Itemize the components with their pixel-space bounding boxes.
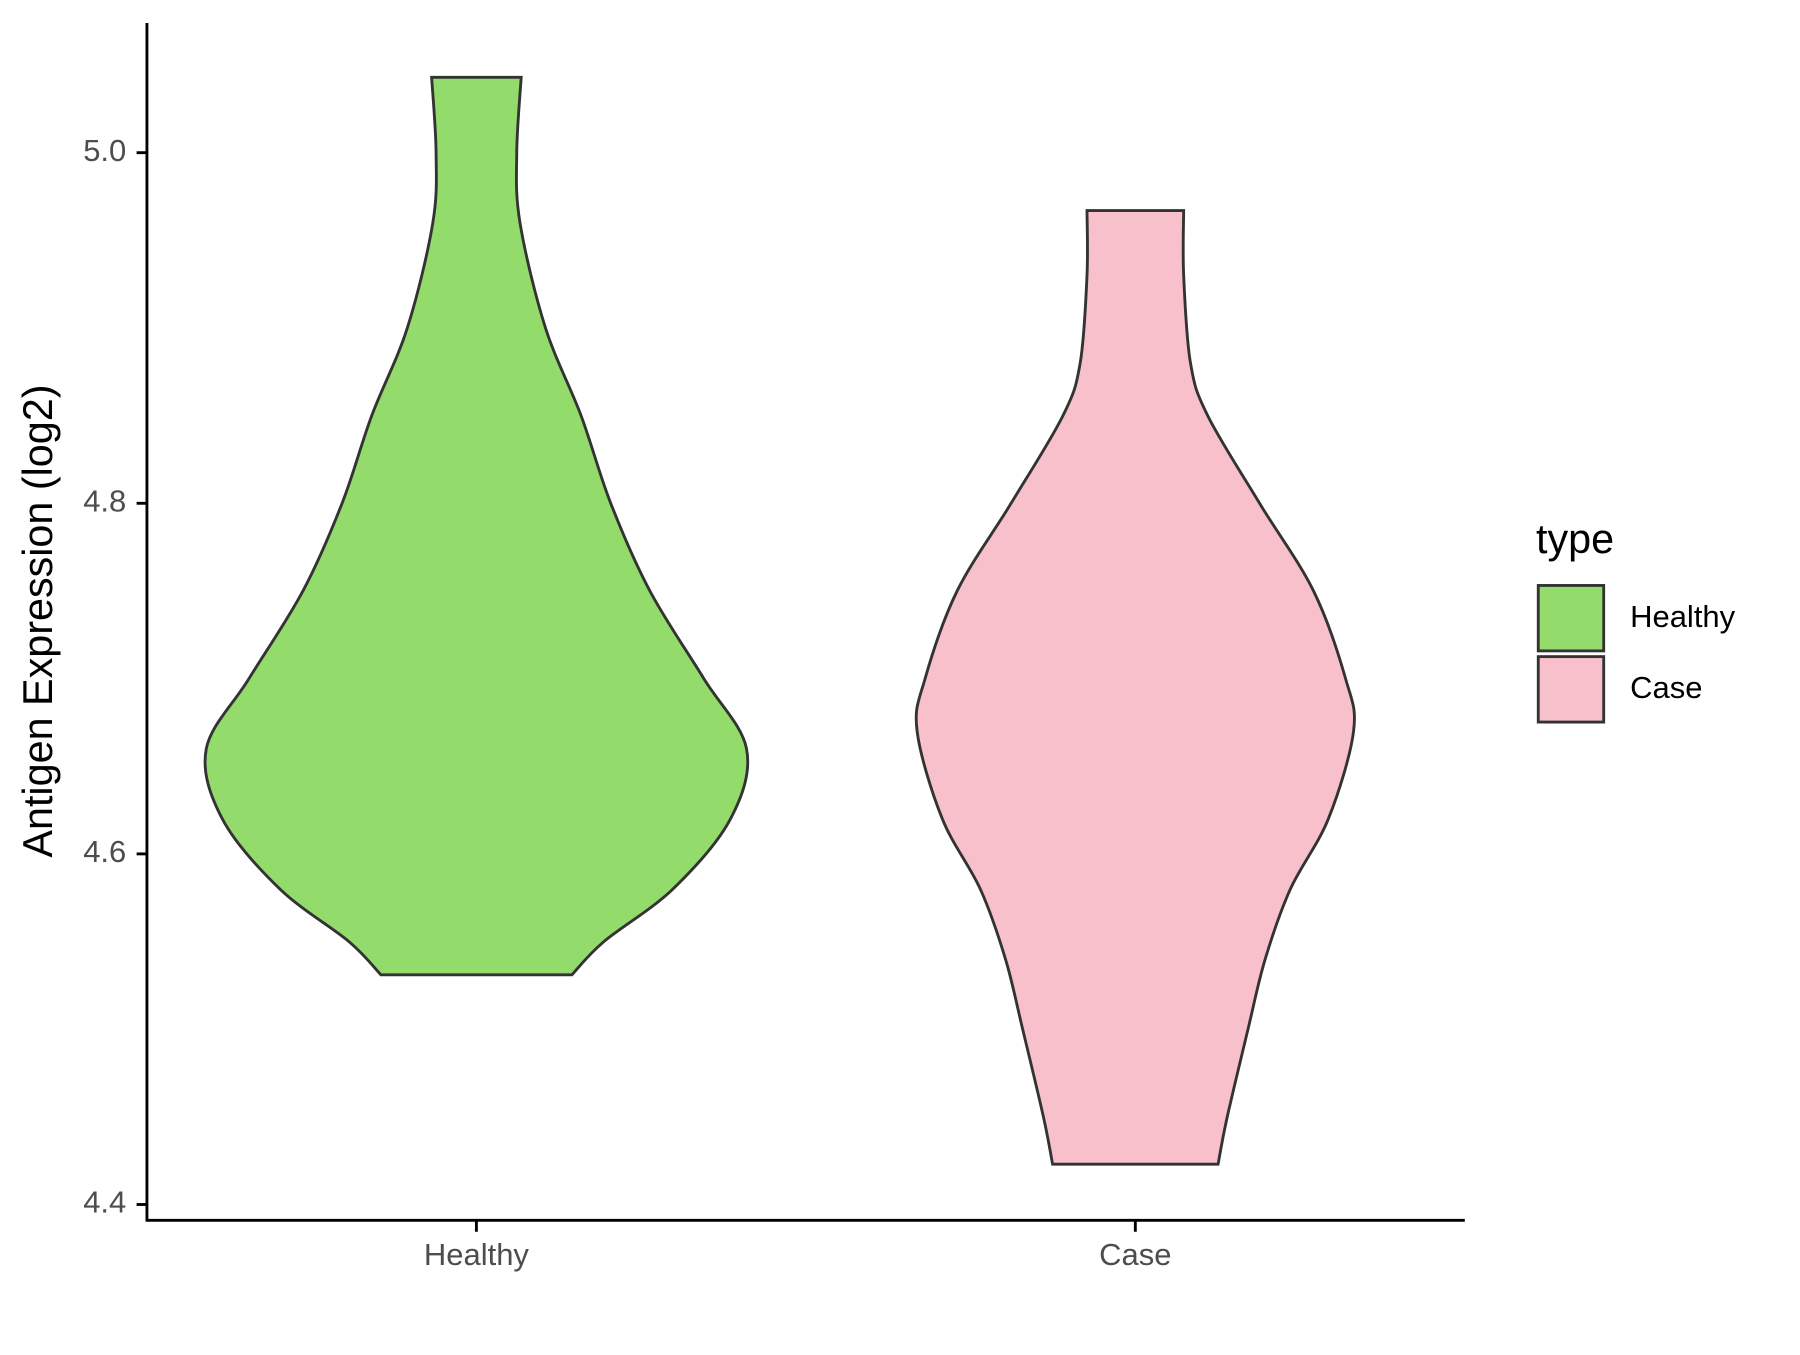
legend-title: type [1536,516,1614,562]
x-tick-label: Healthy [424,1237,530,1272]
legend-swatch [1536,655,1606,724]
y-tick-label: 5.0 [83,133,126,168]
y-tick-label: 4.4 [83,1185,126,1220]
violin [203,75,750,977]
x-tick-label: Case [1099,1237,1171,1272]
violin [914,209,1356,1166]
y-tick-label: 4.6 [83,834,126,869]
y-axis-label: Antigen Expression (log2) [15,385,61,858]
legend-label: Healthy [1630,599,1736,634]
y-tick-label: 4.8 [83,483,126,518]
legend-swatch [1536,584,1606,653]
legend-label: Case [1630,670,1702,705]
